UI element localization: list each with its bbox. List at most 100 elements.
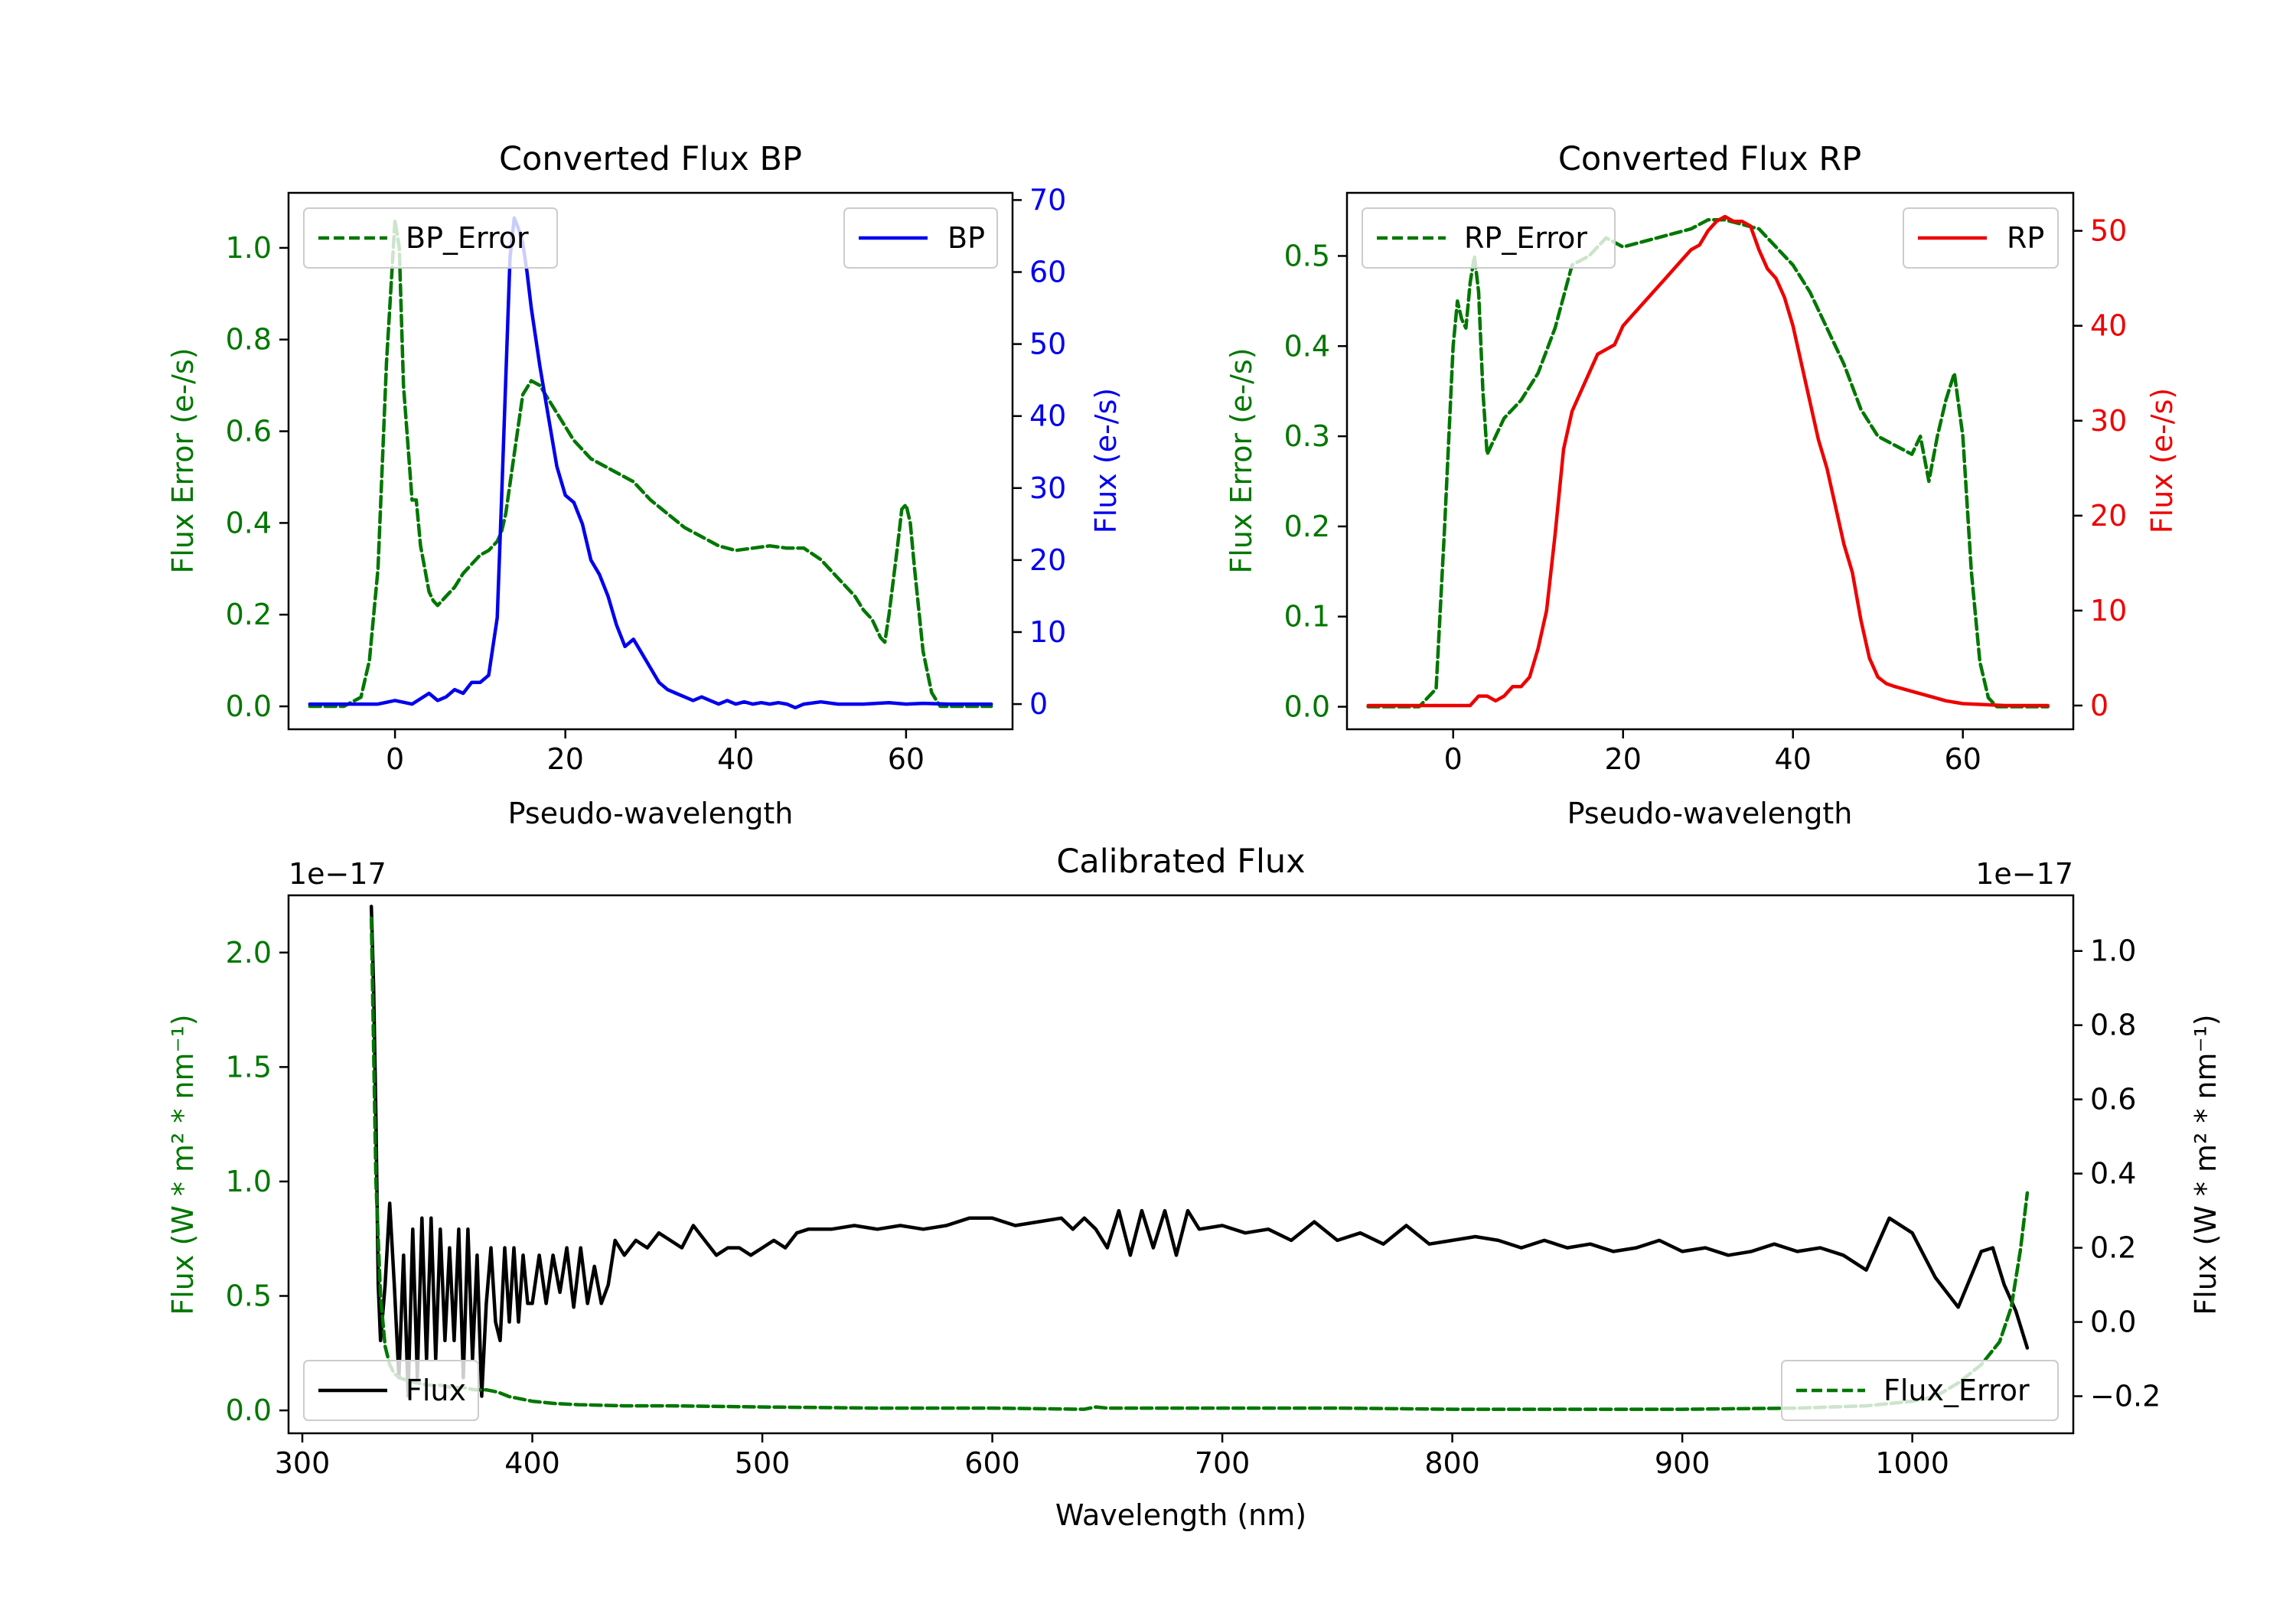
cal-xtick-label: 700: [1195, 1446, 1251, 1480]
cal-ytick-right-label: 0.6: [2090, 1083, 2136, 1116]
bp-ytick-right-label: 10: [1029, 615, 1066, 649]
cal-right-axis: −0.2 0.0 0.2 0.4 0.6 0.8 1.0: [2073, 934, 2161, 1413]
rp-ytick-left-label: 0.5: [1284, 239, 1330, 272]
rp-right-axis: 0 10 20 30 40 50: [2073, 214, 2127, 722]
cal-legend-left-label: Flux: [406, 1374, 466, 1407]
cal-ylabel-right: Flux (W * m² * nm⁻¹): [2189, 1014, 2223, 1315]
bp-xtick-label: 60: [888, 742, 925, 776]
cal-ytick-right-label: 0.8: [2090, 1009, 2136, 1042]
bp-ytick-left-label: 0.2: [226, 598, 272, 631]
panel-rp: Converted Flux RP 0.0 0.1 0.2 0.3 0.4 0.5 0 10…: [1225, 140, 2179, 830]
cal-xtick-label: 500: [735, 1446, 791, 1480]
rp-xtick-label: 20: [1605, 742, 1642, 776]
bp-plot-area: [308, 216, 993, 710]
rp-ytick-right-label: 20: [2090, 499, 2127, 533]
bp-legend-left-label: BP_Error: [406, 221, 529, 255]
bp-ytick-left-label: 0.6: [226, 415, 272, 448]
cal-title: Calibrated Flux: [1056, 843, 1305, 881]
panel-bp: Converted Flux BP 0.0 0.2 0.4 0.6 0.8 1.0 0 10…: [166, 140, 1123, 830]
rp-ylabel-right: Flux (e-/s): [2145, 388, 2179, 533]
bp-ytick-right-label: 40: [1029, 399, 1066, 433]
bp-ytick-right-label: 30: [1029, 471, 1066, 505]
rp-legend-left-box: [1362, 207, 1616, 269]
cal-xtick-label: 600: [964, 1446, 1020, 1480]
rp-title: Converted Flux RP: [1558, 140, 1861, 178]
rp-legend-left-label: RP_Error: [1464, 221, 1587, 255]
cal-xtick-label: 800: [1424, 1446, 1480, 1480]
panel-calibrated: Calibrated Flux 1e−17 1e−17 0.0 0.5 1.0 1.5…: [166, 843, 2223, 1532]
bp-series-bp: [308, 216, 993, 710]
cal-xtick-label: 900: [1655, 1446, 1711, 1480]
rp-xtick-label: 40: [1775, 742, 1812, 776]
bp-xlabel: Pseudo-wavelength: [508, 797, 794, 830]
cal-ytick-left-label: 2.0: [226, 936, 272, 970]
rp-ytick-left-label: 0.0: [1284, 690, 1330, 724]
bp-title: Converted Flux BP: [499, 140, 802, 178]
rp-legend-right: RP: [1903, 207, 2059, 269]
bp-legend-right-label: BP: [947, 221, 985, 255]
rp-left-axis: 0.0 0.1 0.2 0.3 0.4 0.5: [1284, 239, 1347, 724]
rp-legend-right-label: RP: [2007, 221, 2044, 255]
rp-ytick-left-label: 0.4: [1284, 329, 1330, 363]
cal-left-axis: 0.0 0.5 1.0 1.5 2.0: [226, 936, 289, 1427]
cal-legend-right-label: Flux_Error: [1883, 1374, 2030, 1407]
cal-ytick-left-label: 1.5: [226, 1050, 272, 1084]
bp-ytick-left-label: 0.0: [226, 689, 272, 723]
bp-ylabel-left: Flux Error (e-/s): [166, 347, 200, 573]
cal-xlabel: Wavelength (nm): [1055, 1498, 1306, 1532]
cal-legend-left: Flux: [303, 1360, 479, 1421]
cal-legend-right-box: [1781, 1360, 2059, 1421]
bp-ytick-left-label: 0.8: [226, 323, 272, 357]
bp-ytick-left-label: 0.4: [226, 506, 272, 539]
bp-ytick-right-label: 20: [1029, 543, 1066, 577]
cal-legend-left-box: [303, 1360, 479, 1421]
cal-ytick-right-label: 0.2: [2090, 1231, 2136, 1265]
rp-ytick-right-label: 30: [2090, 404, 2127, 438]
rp-x-axis: 0 20 40 60: [1444, 729, 1981, 776]
rp-xtick-label: 0: [1444, 742, 1463, 776]
bp-right-axis: 0 10 20 30 40 50 60 70: [1013, 183, 1066, 721]
rp-ytick-right-label: 0: [2090, 689, 2108, 722]
bp-legend-right: BP: [843, 207, 998, 269]
bp-legend-left-box: [303, 207, 558, 269]
cal-axes-frame: [287, 894, 2075, 1435]
rp-ytick-left-label: 0.2: [1284, 510, 1330, 543]
rp-ytick-left-label: 0.3: [1284, 419, 1330, 453]
rp-plot-area: [1366, 214, 2050, 709]
bp-xtick-label: 40: [717, 742, 754, 776]
bp-series-bp-error: [308, 218, 993, 709]
bp-ytick-right-label: 60: [1029, 256, 1066, 289]
rp-ylabel-left: Flux Error (e-/s): [1225, 347, 1258, 573]
cal-xtick-label: 400: [504, 1446, 560, 1480]
bp-left-axis: 0.0 0.2 0.4 0.6 0.8 1.0: [226, 231, 289, 723]
bp-ytick-left-label: 1.0: [226, 231, 272, 265]
rp-xlabel: Pseudo-wavelength: [1567, 797, 1853, 830]
cal-ytick-right-label: 1.0: [2090, 934, 2136, 968]
rp-ytick-left-label: 0.1: [1284, 600, 1330, 634]
rp-xtick-label: 60: [1945, 742, 1981, 776]
cal-x-axis: 300 400 500 600 700 800 900 1000: [275, 1433, 1949, 1480]
cal-ytick-left-label: 0.5: [226, 1279, 272, 1313]
cal-series-flux: [369, 905, 2030, 1398]
cal-ytick-right-label: 0.4: [2090, 1157, 2136, 1191]
rp-ytick-right-label: 40: [2090, 309, 2127, 343]
bp-ytick-right-label: 0: [1029, 687, 1048, 721]
bp-xtick-label: 0: [386, 742, 404, 776]
cal-xtick-label: 1000: [1875, 1446, 1949, 1480]
cal-ylabel-left: Flux (W * m² * nm⁻¹): [166, 1014, 200, 1315]
cal-ytick-right-label: 0.0: [2090, 1305, 2136, 1339]
rp-axes-frame: [1345, 191, 2075, 731]
bp-xtick-label: 20: [547, 742, 584, 776]
bp-axes-frame: [287, 191, 1014, 731]
cal-offset-left: 1e−17: [289, 857, 386, 891]
cal-ytick-left-label: 0.0: [226, 1393, 272, 1427]
bp-ylabel-right: Flux (e-/s): [1089, 388, 1123, 533]
rp-series-rp: [1366, 214, 2050, 708]
rp-ytick-right-label: 10: [2090, 594, 2127, 627]
cal-xtick-label: 300: [275, 1446, 331, 1480]
cal-ytick-left-label: 1.0: [226, 1165, 272, 1198]
bp-x-axis: 0 20 40 60: [386, 729, 925, 776]
bp-ytick-right-label: 50: [1029, 328, 1066, 361]
rp-ytick-right-label: 50: [2090, 214, 2127, 248]
